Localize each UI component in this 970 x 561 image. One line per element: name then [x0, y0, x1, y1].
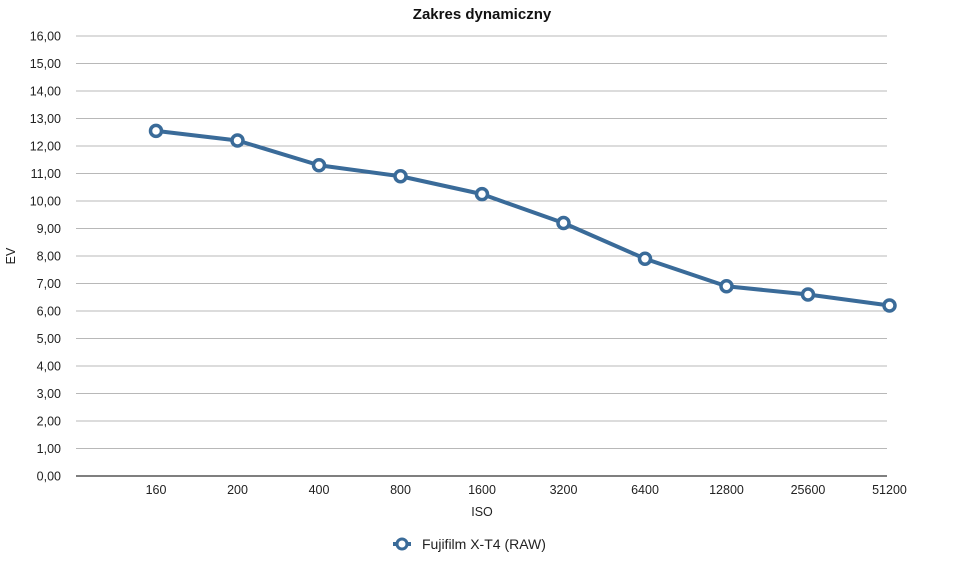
- y-tick-label: 3,00: [37, 387, 61, 401]
- legend: Fujifilm X-T4 (RAW): [393, 536, 546, 552]
- y-tick-label: 7,00: [37, 277, 61, 291]
- x-tick-label: 25600: [791, 483, 826, 497]
- x-tick-label: 160: [146, 483, 167, 497]
- data-point: [719, 279, 734, 294]
- data-point: [637, 251, 653, 266]
- x-tick-label: 12800: [709, 483, 744, 497]
- series-line: [154, 128, 892, 308]
- data-point: [393, 169, 408, 184]
- y-tick-label: 16,00: [30, 30, 61, 44]
- x-tick-label: 51200: [872, 483, 907, 497]
- y-tick-label: 11,00: [31, 167, 61, 181]
- x-axis-ticks: 160 200 400 800 1600 3200 6400 12800 25600 51200: [146, 483, 907, 497]
- y-tick-label: 2,00: [37, 415, 61, 429]
- x-tick-label: 3200: [550, 483, 578, 497]
- y-tick-label: 6,00: [37, 305, 61, 319]
- y-tick-label: 8,00: [37, 250, 61, 264]
- y-tick-label: 13,00: [30, 112, 61, 126]
- y-tick-label: 9,00: [37, 222, 61, 236]
- legend-point-marker: [395, 537, 409, 551]
- data-point: [148, 123, 164, 139]
- data-point: [800, 287, 816, 302]
- y-tick-label: 10,00: [30, 195, 61, 209]
- x-tick-label: 1600: [468, 483, 496, 497]
- data-point: [882, 298, 897, 313]
- y-tick-label: 15,00: [30, 57, 61, 71]
- chart-title: Zakres dynamiczny: [413, 6, 552, 23]
- y-tick-label: 12,00: [30, 140, 61, 154]
- y-tick-label: 5,00: [37, 332, 61, 346]
- legend-label: Fujifilm X-T4 (RAW): [422, 536, 546, 552]
- y-axis-ticks: 0,00 1,00 2,00 3,00 4,00 5,00 6,00 7,00 8,00 9,00…: [30, 30, 61, 484]
- x-axis-label: ISO: [471, 505, 493, 519]
- x-tick-label: 400: [309, 483, 330, 497]
- y-tick-label: 4,00: [37, 360, 61, 374]
- data-point: [230, 133, 245, 148]
- data-point: [311, 158, 327, 173]
- x-tick-label: 200: [227, 483, 248, 497]
- x-tick-label: 800: [390, 483, 411, 497]
- y-axis-label: EV: [4, 247, 18, 264]
- grid-lines: [76, 35, 887, 477]
- data-point: [556, 215, 571, 231]
- y-tick-label: 0,00: [37, 470, 61, 484]
- data-point: [474, 186, 490, 202]
- x-tick-label: 6400: [631, 483, 659, 497]
- series-fujifilm-xt4: [148, 123, 897, 313]
- y-tick-label: 1,00: [37, 442, 61, 456]
- y-tick-label: 14,00: [30, 85, 61, 99]
